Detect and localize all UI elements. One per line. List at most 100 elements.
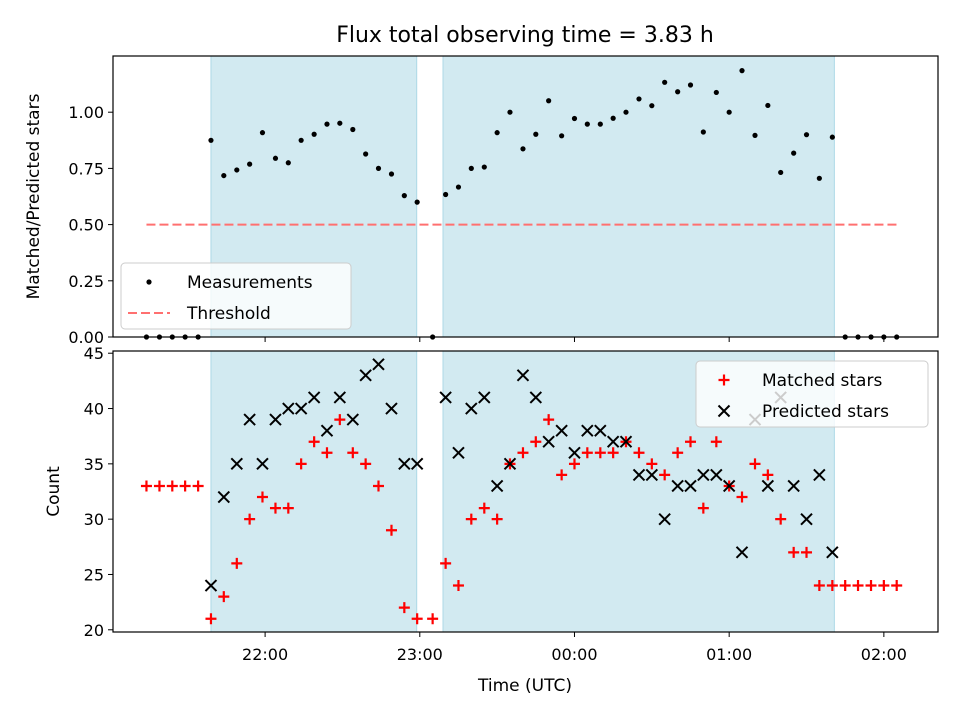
matched-stars-point xyxy=(530,436,542,448)
predicted-stars-point xyxy=(619,435,633,448)
measurements-point xyxy=(791,150,797,156)
legend-marker-swatch xyxy=(717,404,731,418)
predicted-stars-point xyxy=(761,479,775,493)
matched-stars-point xyxy=(140,480,152,492)
matched-stars-point xyxy=(427,613,439,625)
measurements-point xyxy=(494,130,500,136)
predicted-stars-point xyxy=(826,546,839,559)
matched-stars-point xyxy=(684,436,696,448)
matched-stars-point xyxy=(282,502,294,514)
measurements-point xyxy=(649,103,655,109)
matched-stars-point xyxy=(452,580,464,592)
predicted-stars-point xyxy=(410,457,424,471)
measurements-point xyxy=(623,109,629,115)
matched-stars-point xyxy=(594,447,606,459)
measurements-point xyxy=(443,191,449,198)
predicted-stars-point xyxy=(555,424,568,437)
measurements-point xyxy=(597,121,603,127)
count-y-axis-label: Count xyxy=(44,466,64,517)
x-tick-label: 00:00 xyxy=(551,645,597,664)
predicted-stars-point xyxy=(307,391,321,404)
matched-stars-point xyxy=(878,580,890,592)
ratio-plot-frame xyxy=(112,55,939,338)
measurements-point xyxy=(324,121,330,127)
predicted-stars-point xyxy=(645,468,659,482)
count-y-axis: 20 25 30 35 40 45 xyxy=(84,344,113,640)
measurements-point xyxy=(700,129,706,135)
measurements-point xyxy=(311,131,317,137)
legend-marker-swatch xyxy=(146,279,152,285)
ratio-marks-layer xyxy=(143,68,900,340)
matched-stars-point xyxy=(543,414,555,426)
matched-stars-point xyxy=(491,513,503,525)
predicted-stars-point xyxy=(439,391,452,404)
matched-stars-point xyxy=(205,613,217,625)
matched-stars-point xyxy=(659,469,671,481)
predicted-stars-point xyxy=(478,391,491,404)
ratio-legend: Measurements Threshold xyxy=(120,262,352,330)
predicted-stars-point xyxy=(359,369,372,382)
measurements-point xyxy=(533,131,539,137)
matched-stars-point xyxy=(321,447,333,459)
matched-stars-point xyxy=(192,480,204,492)
observing-shade-layer xyxy=(210,350,835,633)
predicted-stars-point xyxy=(230,457,244,471)
measurements-point xyxy=(414,199,420,205)
measurements-point xyxy=(713,89,719,96)
predicted-stars-point xyxy=(710,468,723,482)
measurements-point xyxy=(481,164,487,170)
predicted-stars-point xyxy=(490,479,504,493)
measurements-point xyxy=(350,126,356,133)
matched-stars-point xyxy=(568,458,580,470)
measurements-point xyxy=(298,137,304,143)
x-tick-label: 01:00 xyxy=(706,645,752,664)
x-tick-label: 23:00 xyxy=(397,645,443,664)
x-tick-label: 02:00 xyxy=(861,645,907,664)
measurements-point xyxy=(468,165,474,171)
predicted-stars-point xyxy=(568,446,581,459)
measurements-point xyxy=(388,171,395,177)
predicted-stars-point xyxy=(632,468,646,482)
matched-stars-point xyxy=(891,580,903,592)
matched-stars-point xyxy=(826,580,838,592)
matched-stars-point xyxy=(295,458,307,470)
matched-stars-point xyxy=(710,436,722,448)
y-tick-label: 0.25 xyxy=(68,272,104,291)
matched-stars-point xyxy=(801,546,813,558)
legend-box xyxy=(120,262,352,330)
matched-stars-point xyxy=(179,480,191,492)
matched-stars-point xyxy=(556,469,568,481)
measurements-point xyxy=(221,172,227,179)
predicted-stars-point xyxy=(372,358,385,371)
predicted-stars-point xyxy=(787,479,800,493)
measurements-point xyxy=(571,115,578,122)
predicted-stars-point xyxy=(671,479,684,493)
measurements-point xyxy=(687,82,694,88)
measurements-point xyxy=(259,130,266,136)
measurements-point xyxy=(752,132,758,138)
measurements-point xyxy=(675,89,681,95)
ratio-y-axis-label: Matched/Predicted stars xyxy=(24,93,44,299)
measurements-point xyxy=(610,115,616,121)
predicted-stars-point xyxy=(282,402,295,415)
predicted-stars-point xyxy=(346,413,360,426)
matched-stars-point xyxy=(347,447,359,459)
predicted-stars-point xyxy=(243,413,256,426)
y-tick-label: 1.00 xyxy=(68,103,104,122)
chart-title: Flux total observing time = 3.83 h xyxy=(336,23,714,48)
measurements-point xyxy=(285,160,291,166)
measurements-point xyxy=(208,137,214,143)
observing-interval-band xyxy=(442,55,835,338)
matched-stars-point xyxy=(244,513,256,525)
measurements-point xyxy=(584,121,590,127)
predicted-stars-point xyxy=(256,457,269,471)
legend-entry-label: Matched stars xyxy=(762,371,882,391)
measurements-point xyxy=(636,96,642,102)
matched-stars-point xyxy=(269,502,281,514)
matched-stars-point xyxy=(633,447,645,459)
y-tick-label: 25 xyxy=(84,565,104,584)
count-legend: Matched stars Predicted stars xyxy=(695,360,929,428)
measurements-point xyxy=(363,151,369,157)
matched-stars-point xyxy=(231,557,243,569)
matched-stars-point xyxy=(385,524,397,536)
